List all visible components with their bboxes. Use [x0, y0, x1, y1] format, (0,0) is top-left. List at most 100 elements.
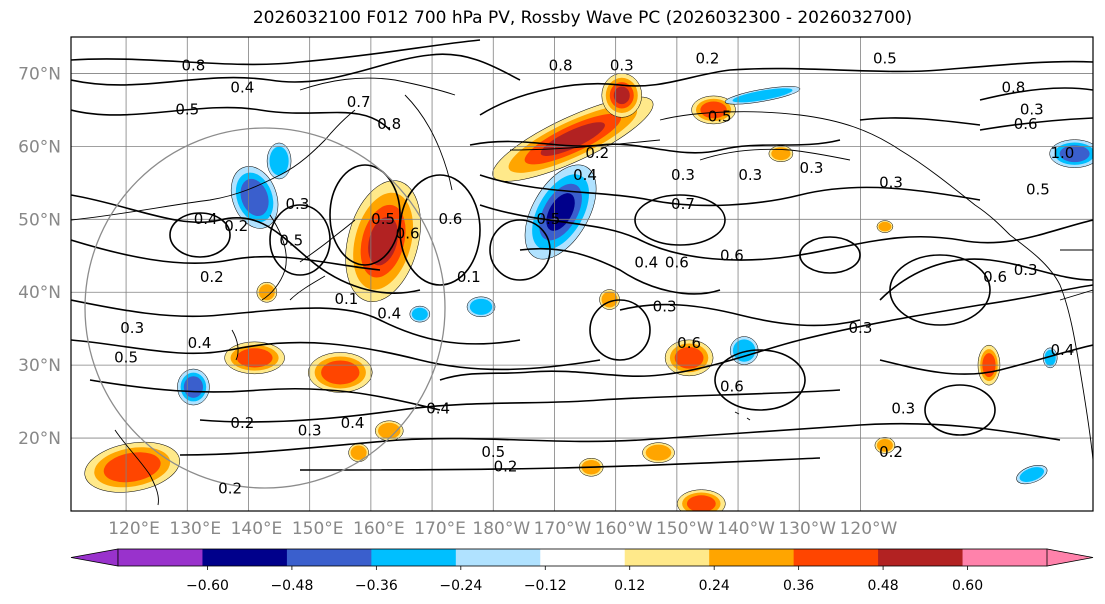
longitude-tick-label: 170°E: [414, 519, 466, 539]
pv-contour-line: [89, 379, 441, 411]
coastline: [404, 94, 453, 191]
pv-contour-line: [979, 117, 1093, 131]
contour-label: 0.4: [188, 334, 212, 352]
contour-label: 0.5: [1026, 181, 1050, 199]
longitude-tick-label: 150°E: [292, 519, 344, 539]
pv-anomaly-level: [878, 221, 892, 232]
longitude-tick-label: 170°W: [534, 519, 592, 539]
pv-anomaly-level: [1044, 349, 1056, 366]
coastline: [299, 77, 456, 96]
contour-label: 0.6: [1014, 115, 1038, 133]
contour-label: 0.2: [230, 414, 254, 432]
pv-contour-ring: [269, 204, 331, 276]
pv-anomaly-level: [1059, 145, 1090, 163]
colorbar-segment: [793, 549, 879, 566]
colorbar-tick-label: −0.48: [270, 578, 313, 594]
pv-anomaly-level: [350, 445, 367, 460]
contour-label: 0.1: [334, 290, 358, 308]
pv-anomaly-blob: [409, 305, 431, 323]
pv-contour-ring: [889, 254, 991, 326]
colorbar-tick-label: −0.12: [524, 578, 567, 594]
pv-contour-line: [299, 457, 821, 471]
longitude-tick-label: 130°E: [169, 519, 221, 539]
pv-contour-line: [71, 106, 391, 131]
pv-anomaly-blob: [308, 352, 373, 393]
pv-contour-line: [519, 247, 721, 295]
contour-label: 0.6: [720, 378, 744, 396]
pv-contour-line: [199, 389, 841, 423]
pv-contour-ring: [399, 174, 481, 286]
contour-label: 0.2: [218, 480, 242, 498]
longitude-tick-label: 120°W: [840, 519, 898, 539]
longitude-tick-label: 160°E: [353, 519, 405, 539]
longitude-labels: 120°E 130°E 140°E 150°E 160°E 170°E 180°W 170°W…: [108, 519, 897, 539]
pv-anomaly-blob: [768, 145, 794, 162]
pv-anomaly-outline: [677, 489, 726, 511]
longitude-tick-label: 160°W: [595, 519, 653, 539]
contour-label: 0.2: [879, 443, 903, 461]
contour-label: 0.2: [696, 49, 720, 67]
pv-anomaly-blob: [724, 86, 801, 105]
latitude-tick-label: 30°N: [18, 356, 61, 376]
pv-anomaly-level: [771, 147, 791, 161]
pv-anomaly-level: [546, 193, 575, 231]
contour-label: 0.1: [457, 268, 481, 286]
contour-label: 0.7: [347, 93, 371, 111]
contour-labels: 0.80.40.5 0.70.80.8 0.3 0.2 0.50.50.20.4 0.3 0…: [114, 49, 1074, 497]
colorbar-tick-label: 0.60: [952, 578, 983, 594]
pv-contour-line: [71, 39, 481, 66]
rossby-wave-region-circle: [84, 127, 446, 489]
pv-anomaly-outline: [874, 437, 896, 454]
pv-anomaly-blob: [874, 437, 896, 454]
map-frame: [70, 36, 1094, 512]
contour-label: 0.5: [873, 49, 897, 67]
coastline: [71, 109, 356, 221]
latitude-tick-label: 60°N: [18, 137, 61, 157]
colorbar-tick-label: −0.24: [439, 578, 482, 594]
pv-anomaly-level: [411, 307, 428, 321]
contour-label: 0.4: [573, 166, 597, 184]
contour-label: 0.3: [849, 319, 873, 337]
contour-label: 0.8: [1002, 79, 1026, 97]
contour-label: 0.5: [175, 100, 199, 118]
pv-contour-ring: [714, 349, 806, 411]
colorbar-segment: [455, 549, 541, 566]
contour-label: 0.4: [634, 254, 658, 272]
coastline: [114, 429, 159, 506]
colorbar-tick-label: −0.36: [355, 578, 398, 594]
colorbar-segment: [878, 549, 964, 566]
contour-label: 0.8: [549, 57, 573, 75]
pv-contour-ring: [169, 212, 231, 258]
contour-label: 0.3: [800, 159, 824, 177]
pv-contours: [71, 39, 1093, 471]
latitude-labels: 70°N 60°N 50°N 40°N 30°N 20°N: [18, 64, 61, 449]
pv-anomaly-outline: [1016, 464, 1048, 485]
pv-anomaly-level: [674, 347, 704, 369]
coastline: [231, 329, 239, 361]
contour-label: 0.3: [298, 421, 322, 439]
colorbar-tick-label: 0.48: [868, 578, 899, 594]
colorbar-tick-label: 0.36: [783, 578, 814, 594]
coastline: [699, 148, 851, 161]
pv-anomaly-outline: [409, 305, 431, 323]
contour-label: 0.5: [371, 210, 395, 228]
pv-anomaly-level: [613, 86, 630, 105]
colorbar-segment: [371, 549, 457, 566]
latitude-tick-label: 40°N: [18, 283, 61, 303]
pv-contour-line: [179, 422, 1061, 456]
pv-anomaly-blob: [84, 441, 180, 493]
coastline: [659, 111, 1011, 236]
pv-contour-line: [71, 194, 421, 294]
contour-label: 0.7: [671, 195, 695, 213]
pv-anomaly-blob: [876, 220, 894, 233]
contour-label: 0.3: [1014, 261, 1038, 279]
pv-contour-ring: [489, 219, 551, 281]
contour-label: 0.5: [536, 210, 560, 228]
contour-label: 0.6: [720, 246, 744, 264]
pv-anomaly-level: [321, 360, 360, 385]
contour-label: 0.2: [585, 144, 609, 162]
contour-label: 0.3: [286, 195, 310, 213]
colorbar-extend-min: [70, 548, 119, 567]
pv-anomaly-blob: [348, 443, 369, 462]
pv-anomaly-blob: [1042, 347, 1058, 369]
